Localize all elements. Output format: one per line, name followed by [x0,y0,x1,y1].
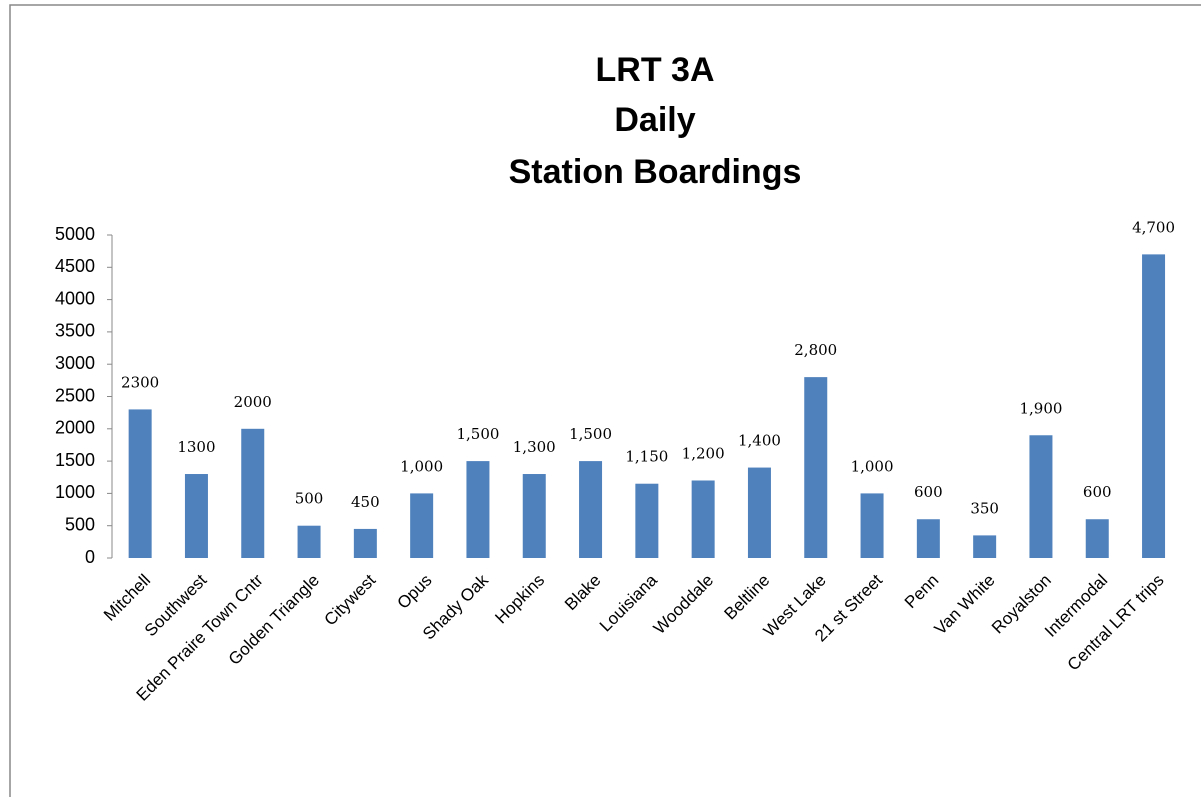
y-tick-label: 2000 [55,418,95,438]
y-tick-label: 5000 [55,224,95,244]
bar [466,461,490,558]
bar [1142,254,1166,558]
data-label: 600 [914,483,943,501]
data-label: 1,300 [513,438,556,456]
data-label: 600 [1083,483,1112,501]
bar [747,467,771,558]
chart-title: Daily [614,101,695,139]
y-tick-label: 500 [65,514,95,534]
bar [353,528,377,558]
bar [128,409,152,558]
x-tick-label: Hopkins [491,571,548,628]
data-label: 2000 [234,393,272,411]
data-label: 1,500 [456,425,499,443]
x-tick-label: Citywest [320,570,379,629]
bar [691,480,715,558]
x-tick-label: Mitchell [100,571,154,625]
data-label: 2300 [121,373,159,391]
bar [184,474,208,558]
chart-title: Station Boardings [509,153,802,191]
x-tick-label: Blake [561,571,605,615]
bar [1085,519,1109,558]
data-label: 1,400 [738,432,781,450]
data-label: 2,800 [794,341,837,359]
data-label: 1,150 [625,448,668,466]
bar [297,525,321,558]
data-label: 1,000 [851,457,894,475]
data-label: 350 [970,499,999,517]
bar [410,493,434,558]
y-tick-label: 4500 [55,256,95,276]
data-label: 1300 [177,438,215,456]
bar [804,377,828,558]
x-tick-label: Beltline [721,571,774,624]
bar [1029,435,1053,558]
y-tick-label: 3000 [55,353,95,373]
data-label: 1,200 [682,444,725,462]
y-tick-label: 0 [85,547,95,567]
bar [635,483,659,558]
bar [973,535,997,558]
x-tick-label: Van White [931,571,999,639]
data-label: 1,900 [1019,399,1062,417]
bar [579,461,603,558]
y-tick-label: 2500 [55,385,95,405]
chart-title: LRT 3A [596,51,715,89]
bar [522,474,546,558]
bar [860,493,884,558]
data-label: 450 [351,493,380,511]
x-tick-label: Penn [901,571,943,613]
data-label: 500 [295,490,324,508]
y-tick-label: 4000 [55,288,95,308]
data-label: 4,700 [1132,218,1175,236]
chart-frame [9,4,1201,797]
x-tick-label: Opus [393,571,435,613]
y-tick-label: 1500 [55,450,95,470]
x-tick-label: Wooddale [650,571,717,638]
y-tick-label: 1000 [55,482,95,502]
bar [241,428,265,558]
x-tick-label: Central LRT trips [1064,571,1168,675]
bar [916,519,940,558]
data-label: 1,000 [400,457,443,475]
data-label: 1,500 [569,425,612,443]
y-tick-label: 3500 [55,321,95,341]
